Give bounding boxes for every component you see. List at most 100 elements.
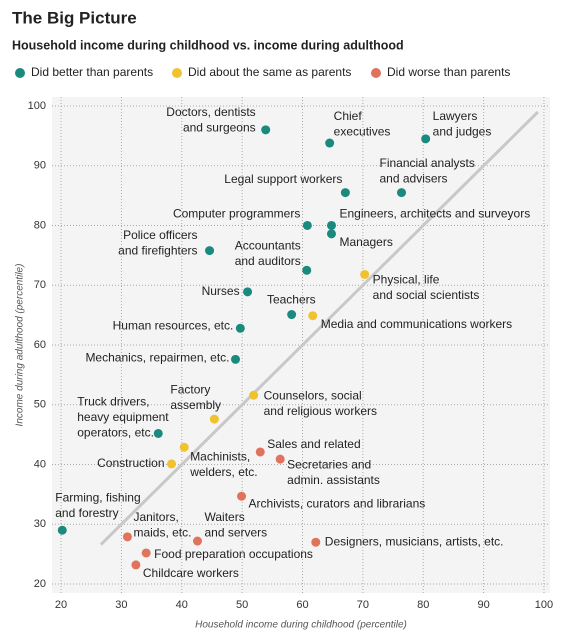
point-label: Teachers: [267, 293, 316, 307]
y-tick-label: 90: [34, 160, 46, 172]
y-axis-label: Income during adulthood (percentile): [15, 264, 26, 427]
point: [255, 447, 265, 457]
point: [302, 265, 312, 275]
y-tick-label: 30: [34, 518, 46, 530]
point-label: heavy equipment: [77, 410, 169, 424]
point: [261, 125, 271, 135]
reference-line: [99, 110, 539, 546]
x-tick-label: 90: [477, 599, 489, 611]
point-label: Legal support workers: [224, 172, 342, 186]
y-tick-label: 70: [34, 279, 46, 291]
point: [209, 414, 219, 424]
x-tick-label: 50: [236, 599, 248, 611]
point-label: Sales and related: [267, 437, 360, 451]
point: [311, 537, 321, 547]
point: [360, 269, 370, 279]
legend-label: Did worse than parents: [387, 65, 510, 79]
y-tick-label: 50: [34, 399, 46, 411]
point-label: and servers: [204, 526, 267, 540]
point: [131, 560, 141, 570]
point-label: Childcare workers: [143, 566, 239, 580]
point-label: and surgeons: [183, 121, 256, 135]
point-label: Nurses: [202, 284, 240, 298]
point-label: Computer programmers: [173, 207, 300, 221]
point-label: Janitors,: [133, 510, 178, 524]
point: [302, 220, 312, 230]
point-label: Truck drivers,: [77, 395, 149, 409]
point: [275, 454, 285, 464]
point-label: welders, etc.: [189, 465, 257, 479]
point-label: Archivists, curators and librarians: [249, 496, 426, 510]
point: [231, 354, 241, 364]
point-label: Physical, life: [373, 273, 440, 287]
x-tick-label: 20: [55, 599, 67, 611]
legend-marker: [371, 68, 381, 78]
point: [179, 442, 189, 452]
point: [122, 532, 132, 542]
point-label: Secretaries and: [287, 457, 371, 471]
x-tick-label: 100: [535, 599, 553, 611]
point-label: Food preparation occupations: [154, 547, 313, 561]
point-label: maids, etc.: [133, 525, 191, 539]
point: [167, 459, 177, 469]
legend-label: Did better than parents: [31, 65, 153, 79]
point-label: and auditors: [235, 254, 301, 268]
point-label: Police officers: [123, 228, 197, 242]
y-tick-label: 40: [34, 458, 46, 470]
point-label: Designers, musicians, artists, etc.: [325, 534, 504, 548]
legend-marker: [172, 68, 182, 78]
point: [243, 287, 253, 297]
point-label: Doctors, dentists: [166, 105, 255, 119]
point-label: assembly: [170, 398, 221, 412]
x-axis-label: Household income during childhood (perce…: [195, 620, 407, 631]
x-tick-label: 80: [417, 599, 429, 611]
point-label: and firefighters: [118, 243, 197, 257]
point: [308, 311, 318, 321]
point: [57, 525, 67, 535]
point: [326, 220, 336, 230]
x-tick-label: 30: [115, 599, 127, 611]
point-label: Construction: [97, 456, 164, 470]
point-label: Waiters: [204, 510, 244, 524]
point: [141, 548, 151, 558]
point: [421, 134, 431, 144]
point: [237, 491, 247, 501]
point-label: and forestry: [55, 506, 118, 520]
x-tick-label: 70: [357, 599, 369, 611]
point-label: Human resources, etc.: [113, 318, 234, 332]
point: [340, 188, 350, 198]
chart-title: The Big Picture: [12, 8, 137, 27]
point: [397, 188, 407, 198]
point-label: Media and communications workers: [321, 317, 512, 331]
point-label: Accountants: [235, 238, 301, 252]
point-label: Engineers, architects and surveyors: [339, 207, 530, 221]
point-label: and social scientists: [373, 288, 480, 302]
point: [326, 229, 336, 239]
point-label: Factory: [170, 382, 210, 396]
y-tick-label: 100: [28, 100, 46, 112]
chart-subtitle: Household income during childhood vs. in…: [12, 38, 404, 52]
point-label: executives: [334, 125, 391, 139]
point: [235, 323, 245, 333]
point: [153, 428, 163, 438]
legend-marker: [15, 68, 25, 78]
point-label: admin. assistants: [287, 473, 380, 487]
point: [205, 246, 215, 256]
point-label: Mechanics, repairmen, etc.: [85, 351, 229, 365]
point-label: Managers: [339, 235, 392, 249]
point: [249, 390, 259, 400]
y-tick-label: 60: [34, 339, 46, 351]
point: [325, 138, 335, 148]
point-label: operators, etc.: [77, 426, 154, 440]
point-label: and judges: [433, 125, 492, 139]
point-label: Lawyers: [433, 109, 478, 123]
point-label: Counselors, social: [264, 388, 362, 402]
point-label: Financial analysts: [380, 156, 475, 170]
point-label: Farming, fishing: [55, 490, 140, 504]
point-label: and advisers: [380, 171, 448, 185]
point: [192, 536, 202, 546]
x-tick-label: 60: [296, 599, 308, 611]
x-tick-label: 40: [176, 599, 188, 611]
point: [287, 310, 297, 320]
